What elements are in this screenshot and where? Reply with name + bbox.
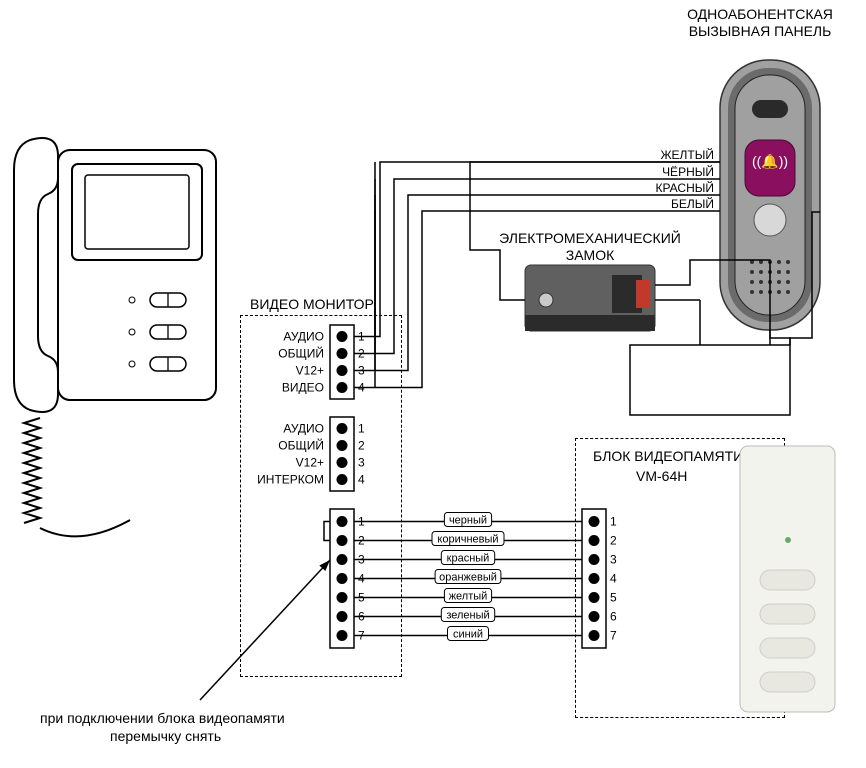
- memory-unit: [740, 446, 835, 712]
- svg-text:ОБЩИЙ: ОБЩИЙ: [278, 346, 324, 361]
- svg-text:оранжевый: оранжевый: [439, 572, 497, 584]
- svg-text:черный: черный: [449, 515, 487, 527]
- video-monitor: [14, 138, 216, 536]
- svg-text:ЧЁРНЫЙ: ЧЁРНЫЙ: [662, 164, 714, 179]
- svg-text:4: 4: [610, 572, 617, 586]
- svg-text:3: 3: [610, 553, 617, 567]
- svg-text:3: 3: [358, 456, 365, 470]
- svg-text:1: 1: [610, 515, 617, 529]
- svg-text:5: 5: [610, 591, 617, 605]
- svg-text:V12+: V12+: [296, 364, 324, 378]
- svg-text:коричневый: коричневый: [437, 534, 498, 546]
- svg-text:7: 7: [610, 629, 617, 643]
- svg-text:ЖЕЛТЫЙ: ЖЕЛТЫЙ: [660, 147, 714, 162]
- svg-text:6: 6: [610, 610, 617, 624]
- svg-text:ИНТЕРКОМ: ИНТЕРКОМ: [257, 473, 324, 487]
- svg-text:V12+: V12+: [296, 456, 324, 470]
- diagram-stage: ОДНОАБОНЕНТСКАЯ ВЫЗЫВНАЯ ПАНЕЛЬ ВИДЕО МО…: [0, 0, 866, 768]
- svg-text:ВИДЕО: ВИДЕО: [282, 381, 324, 395]
- svg-text:2: 2: [610, 534, 617, 548]
- svg-text:желтый: желтый: [449, 591, 488, 603]
- electromechanical-lock: [525, 265, 655, 331]
- svg-text:4: 4: [358, 473, 365, 487]
- svg-text:КРАСНЫЙ: КРАСНЫЙ: [655, 180, 714, 195]
- svg-text:ОБЩИЙ: ОБЩИЙ: [278, 438, 324, 453]
- svg-text:((🔔)): ((🔔)): [752, 153, 788, 170]
- svg-text:2: 2: [358, 439, 365, 453]
- diagram-svg: ((🔔)) 1 АУДИО 2 ОБЩИЙ 3 V12+ 4 ВИДЕО 1 АУДИО 2 ОБЩИЙ…: [0, 0, 866, 768]
- svg-text:синий: синий: [453, 629, 483, 641]
- svg-text:АУДИО: АУДИО: [283, 330, 324, 344]
- svg-text:АУДИО: АУДИО: [283, 422, 324, 436]
- svg-text:зеленый: зеленый: [446, 610, 489, 622]
- svg-text:красный: красный: [447, 553, 490, 565]
- svg-text:БЕЛЫЙ: БЕЛЫЙ: [671, 196, 714, 211]
- svg-text:1: 1: [358, 422, 365, 436]
